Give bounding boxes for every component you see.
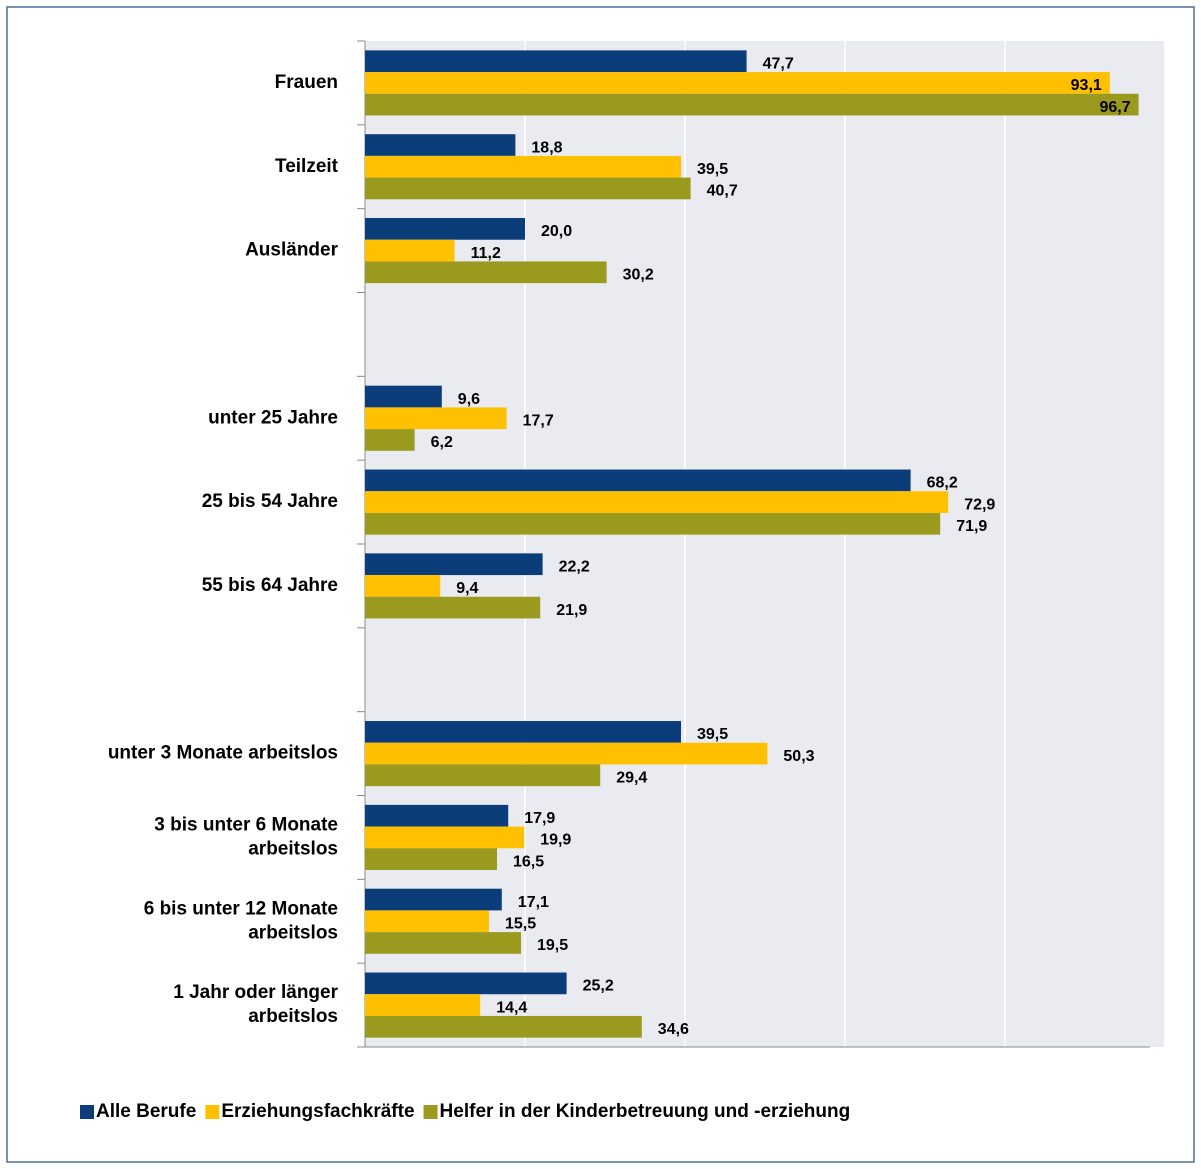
y-tick-label: 6 bis unter 12 Monate arbeitslos <box>144 898 338 943</box>
y-tick-label: 3 bis unter 6 Monate arbeitslos <box>154 814 338 859</box>
value-label: 19,5 <box>537 937 568 954</box>
plot-area <box>365 41 1165 1047</box>
value-label: 30,2 <box>623 267 654 284</box>
value-label: 20,0 <box>541 223 572 240</box>
value-label: 39,5 <box>697 161 728 178</box>
bar <box>365 261 607 284</box>
value-label: 19,9 <box>540 832 571 849</box>
value-label: 6,2 <box>431 434 453 451</box>
value-label: 15,5 <box>505 915 536 932</box>
bar <box>365 469 911 492</box>
value-label: 71,9 <box>956 518 987 535</box>
bar <box>365 994 481 1016</box>
y-tick-label: 55 bis 64 Jahre <box>202 575 338 596</box>
y-tick-label: 25 bis 54 Jahre <box>202 491 338 512</box>
legend-label: Alle Berufe <box>96 1101 196 1122</box>
bar <box>365 1015 642 1038</box>
y-tick-label: unter 3 Monate arbeitslos <box>108 743 338 764</box>
bar <box>365 93 1139 116</box>
legend-swatch <box>423 1105 438 1119</box>
value-label: 17,9 <box>524 810 555 827</box>
bar <box>365 596 541 619</box>
value-label: 40,7 <box>707 183 738 200</box>
value-label: 47,7 <box>763 55 794 72</box>
value-label: 68,2 <box>927 475 958 492</box>
bar <box>365 910 489 933</box>
bar <box>365 407 507 430</box>
value-label: 93,1 <box>1071 77 1102 94</box>
value-label: 96,7 <box>1099 99 1130 116</box>
bar <box>365 385 442 408</box>
bar <box>365 218 525 240</box>
bar <box>365 575 441 597</box>
value-label: 25,2 <box>583 978 614 995</box>
value-label: 39,5 <box>697 726 728 743</box>
value-label: 18,8 <box>531 139 562 156</box>
bar <box>365 429 415 451</box>
bar <box>365 553 543 576</box>
value-label: 22,2 <box>559 558 590 575</box>
legend-swatch <box>80 1105 94 1119</box>
value-label: 34,6 <box>658 1021 689 1038</box>
legend-label: Erziehungsfachkräfte <box>221 1101 414 1122</box>
bar <box>365 239 455 262</box>
value-label: 9,6 <box>458 391 480 408</box>
bar <box>365 177 691 200</box>
value-label: 50,3 <box>783 748 814 765</box>
bar <box>365 888 502 911</box>
bar <box>365 72 1110 94</box>
bar <box>365 721 681 743</box>
y-tick-label: unter 25 Jahre <box>208 407 338 428</box>
y-tick-label: Ausländer <box>245 240 339 261</box>
y-tick-label: 1 Jahr oder länger arbeitslos <box>173 982 338 1027</box>
bar <box>365 742 768 765</box>
value-label: 72,9 <box>964 496 995 513</box>
bar <box>365 134 516 156</box>
value-label: 29,4 <box>616 770 647 787</box>
bar <box>365 972 567 995</box>
y-tick-label: Frauen <box>275 72 338 93</box>
value-label: 9,4 <box>456 580 478 597</box>
bar <box>365 764 601 787</box>
bar <box>365 50 747 73</box>
bar <box>365 512 941 535</box>
y-tick-label: Teilzeit <box>275 156 339 177</box>
value-label: 21,9 <box>556 602 587 619</box>
bar <box>365 804 509 827</box>
value-label: 16,5 <box>513 853 544 870</box>
value-label: 14,4 <box>496 999 527 1016</box>
value-label: 11,2 <box>471 245 501 262</box>
value-label: 17,1 <box>518 894 549 911</box>
bar <box>365 155 681 178</box>
bar <box>365 491 949 513</box>
value-label: 17,7 <box>523 412 554 429</box>
bar <box>365 932 521 954</box>
legend-swatch <box>205 1105 220 1119</box>
bar <box>365 848 497 870</box>
bar <box>365 826 525 849</box>
legend-label: Helfer in der Kinderbetreuung und -erzie… <box>440 1101 851 1122</box>
